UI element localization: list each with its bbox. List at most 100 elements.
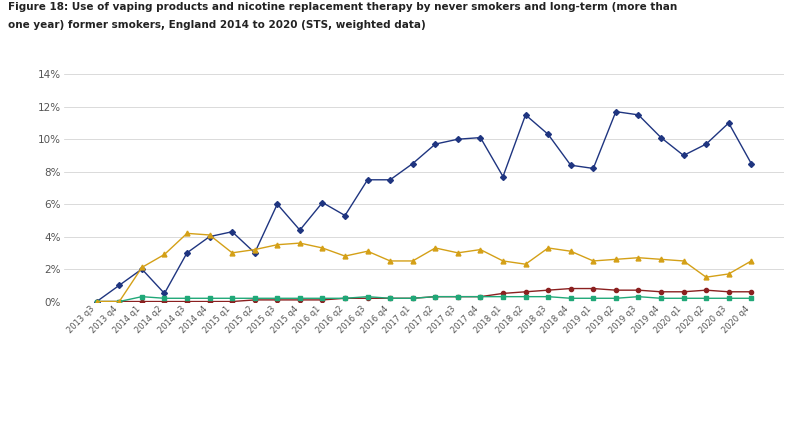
Vaping among long-term former smokers xyxy=(295,228,305,233)
Use of nicotine replacement therapies among long-term former smokers xyxy=(182,231,192,236)
Use of nicotine replacement therapies among never smokers xyxy=(295,296,305,301)
Vaping among never smokers xyxy=(137,299,146,304)
Use of nicotine replacement therapies among never smokers xyxy=(702,296,711,301)
Use of nicotine replacement therapies among never smokers xyxy=(678,296,688,301)
Vaping among never smokers xyxy=(498,291,508,296)
Vaping among long-term former smokers xyxy=(566,163,575,168)
Use of nicotine replacement therapies among never smokers xyxy=(746,296,756,301)
Vaping among long-term former smokers xyxy=(498,174,508,179)
Vaping among never smokers xyxy=(362,296,372,301)
Use of nicotine replacement therapies among never smokers xyxy=(453,294,462,299)
Vaping among long-term former smokers xyxy=(746,161,756,166)
Use of nicotine replacement therapies among long-term former smokers xyxy=(295,240,305,246)
Vaping among long-term former smokers xyxy=(340,213,350,218)
Vaping among never smokers xyxy=(182,299,192,304)
Vaping among long-term former smokers xyxy=(430,142,440,147)
Vaping among never smokers xyxy=(453,294,462,299)
Vaping among never smokers xyxy=(678,289,688,295)
Vaping among long-term former smokers xyxy=(611,109,621,114)
Vaping among never smokers xyxy=(92,299,102,304)
Vaping among never smokers xyxy=(250,297,259,302)
Use of nicotine replacement therapies among long-term former smokers xyxy=(205,232,214,238)
Line: Use of nicotine replacement therapies among long-term former smokers: Use of nicotine replacement therapies am… xyxy=(94,231,754,304)
Use of nicotine replacement therapies among long-term former smokers xyxy=(227,250,237,256)
Vaping among long-term former smokers xyxy=(476,135,486,140)
Use of nicotine replacement therapies among long-term former smokers xyxy=(702,274,711,280)
Vaping among long-term former smokers xyxy=(724,120,734,125)
Use of nicotine replacement therapies among never smokers xyxy=(611,296,621,301)
Vaping among never smokers xyxy=(724,289,734,295)
Use of nicotine replacement therapies among long-term former smokers xyxy=(521,262,530,267)
Use of nicotine replacement therapies among never smokers xyxy=(182,296,192,301)
Vaping among never smokers xyxy=(521,289,530,295)
Vaping among never smokers xyxy=(702,288,711,293)
Use of nicotine replacement therapies among long-term former smokers xyxy=(611,257,621,262)
Vaping among long-term former smokers xyxy=(589,166,598,171)
Vaping among long-term former smokers xyxy=(227,229,237,234)
Vaping among never smokers xyxy=(227,299,237,304)
Use of nicotine replacement therapies among long-term former smokers xyxy=(92,299,102,304)
Use of nicotine replacement therapies among long-term former smokers xyxy=(589,258,598,264)
Vaping among long-term former smokers xyxy=(521,112,530,118)
Use of nicotine replacement therapies among long-term former smokers xyxy=(114,299,124,304)
Use of nicotine replacement therapies among never smokers xyxy=(498,294,508,299)
Vaping among long-term former smokers xyxy=(273,201,282,207)
Use of nicotine replacement therapies among long-term former smokers xyxy=(476,247,486,252)
Use of nicotine replacement therapies among long-term former smokers xyxy=(430,245,440,250)
Use of nicotine replacement therapies among long-term former smokers xyxy=(498,258,508,264)
Use of nicotine replacement therapies among long-term former smokers xyxy=(453,250,462,256)
Vaping among long-term former smokers xyxy=(408,161,418,166)
Vaping among never smokers xyxy=(273,297,282,302)
Use of nicotine replacement therapies among never smokers xyxy=(273,296,282,301)
Vaping among long-term former smokers xyxy=(114,283,124,288)
Use of nicotine replacement therapies among long-term former smokers xyxy=(362,249,372,254)
Vaping among never smokers xyxy=(543,288,553,293)
Use of nicotine replacement therapies among never smokers xyxy=(205,296,214,301)
Vaping among never smokers xyxy=(114,299,124,304)
Vaping among long-term former smokers xyxy=(362,177,372,182)
Vaping among long-term former smokers xyxy=(182,250,192,256)
Use of nicotine replacement therapies among long-term former smokers xyxy=(273,242,282,247)
Vaping among never smokers xyxy=(340,296,350,301)
Use of nicotine replacement therapies among never smokers xyxy=(724,296,734,301)
Vaping among long-term former smokers xyxy=(250,250,259,256)
Use of nicotine replacement therapies among long-term former smokers xyxy=(160,252,170,257)
Vaping among never smokers xyxy=(318,297,327,302)
Text: Figure 18: Use of vaping products and nicotine replacement therapy by never smok: Figure 18: Use of vaping products and ni… xyxy=(8,2,678,12)
Vaping among long-term former smokers xyxy=(543,132,553,137)
Vaping among long-term former smokers xyxy=(160,291,170,296)
Use of nicotine replacement therapies among never smokers xyxy=(408,296,418,301)
Use of nicotine replacement therapies among long-term former smokers xyxy=(137,265,146,270)
Line: Vaping among long-term former smokers: Vaping among long-term former smokers xyxy=(94,110,754,304)
Use of nicotine replacement therapies among long-term former smokers xyxy=(656,257,666,262)
Vaping among long-term former smokers xyxy=(386,177,395,182)
Vaping among never smokers xyxy=(430,294,440,299)
Vaping among never smokers xyxy=(408,296,418,301)
Use of nicotine replacement therapies among long-term former smokers xyxy=(566,249,575,254)
Use of nicotine replacement therapies among never smokers xyxy=(250,296,259,301)
Vaping among never smokers xyxy=(746,289,756,295)
Vaping among never smokers xyxy=(386,296,395,301)
Vaping among never smokers xyxy=(589,286,598,291)
Line: Vaping among never smokers: Vaping among never smokers xyxy=(94,287,754,304)
Vaping among long-term former smokers xyxy=(92,299,102,304)
Use of nicotine replacement therapies among never smokers xyxy=(543,294,553,299)
Use of nicotine replacement therapies among never smokers xyxy=(521,294,530,299)
Use of nicotine replacement therapies among long-term former smokers xyxy=(386,258,395,264)
Vaping among never smokers xyxy=(160,299,170,304)
Use of nicotine replacement therapies among long-term former smokers xyxy=(340,253,350,259)
Vaping among never smokers xyxy=(611,288,621,293)
Use of nicotine replacement therapies among never smokers xyxy=(430,294,440,299)
Use of nicotine replacement therapies among never smokers xyxy=(656,296,666,301)
Vaping among never smokers xyxy=(295,297,305,302)
Use of nicotine replacement therapies among long-term former smokers xyxy=(678,258,688,264)
Vaping among long-term former smokers xyxy=(678,153,688,158)
Vaping among long-term former smokers xyxy=(137,267,146,272)
Use of nicotine replacement therapies among never smokers xyxy=(114,299,124,304)
Vaping among never smokers xyxy=(566,286,575,291)
Use of nicotine replacement therapies among long-term former smokers xyxy=(250,247,259,252)
Line: Use of nicotine replacement therapies among never smokers: Use of nicotine replacement therapies am… xyxy=(94,295,754,304)
Vaping among long-term former smokers xyxy=(318,200,327,205)
Text: one year) former smokers, England 2014 to 2020 (STS, weighted data): one year) former smokers, England 2014 t… xyxy=(8,20,426,30)
Use of nicotine replacement therapies among never smokers xyxy=(362,294,372,299)
